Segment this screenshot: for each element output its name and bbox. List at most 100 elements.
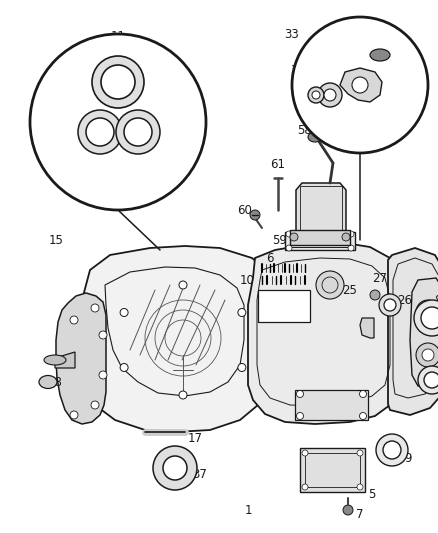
Polygon shape bbox=[248, 243, 400, 424]
Circle shape bbox=[86, 118, 114, 146]
Circle shape bbox=[286, 231, 292, 237]
Circle shape bbox=[124, 118, 152, 146]
Circle shape bbox=[70, 316, 78, 324]
Text: 32: 32 bbox=[290, 63, 305, 77]
Circle shape bbox=[343, 505, 353, 515]
Circle shape bbox=[370, 290, 380, 300]
Polygon shape bbox=[295, 390, 368, 420]
Circle shape bbox=[238, 309, 246, 317]
Text: 1: 1 bbox=[244, 504, 252, 516]
Circle shape bbox=[78, 110, 122, 154]
Circle shape bbox=[379, 294, 401, 316]
Circle shape bbox=[352, 77, 368, 93]
Circle shape bbox=[250, 210, 260, 220]
Circle shape bbox=[99, 331, 107, 339]
Ellipse shape bbox=[308, 132, 322, 142]
Text: 31: 31 bbox=[381, 61, 396, 75]
Circle shape bbox=[312, 91, 320, 99]
Circle shape bbox=[297, 413, 304, 419]
Circle shape bbox=[422, 349, 434, 361]
Text: 26: 26 bbox=[398, 294, 413, 306]
Circle shape bbox=[414, 300, 438, 336]
Text: 58: 58 bbox=[298, 124, 312, 136]
Circle shape bbox=[238, 364, 246, 372]
Circle shape bbox=[418, 366, 438, 394]
Text: 13: 13 bbox=[81, 128, 95, 141]
Circle shape bbox=[153, 446, 197, 490]
Circle shape bbox=[324, 89, 336, 101]
Circle shape bbox=[384, 299, 396, 311]
Circle shape bbox=[308, 87, 324, 103]
Text: 37: 37 bbox=[193, 469, 208, 481]
Circle shape bbox=[120, 309, 128, 317]
Text: 33: 33 bbox=[285, 28, 300, 42]
Circle shape bbox=[360, 391, 367, 398]
Circle shape bbox=[179, 391, 187, 399]
Text: 12: 12 bbox=[142, 116, 158, 128]
Circle shape bbox=[292, 17, 428, 153]
Polygon shape bbox=[360, 318, 374, 338]
Text: 15: 15 bbox=[49, 233, 64, 246]
Circle shape bbox=[376, 434, 408, 466]
Circle shape bbox=[163, 456, 187, 480]
Bar bbox=[258, 290, 310, 322]
Text: 11: 11 bbox=[110, 29, 126, 43]
Circle shape bbox=[316, 271, 344, 299]
Circle shape bbox=[116, 110, 160, 154]
Text: 61: 61 bbox=[271, 158, 286, 172]
Text: 8: 8 bbox=[434, 294, 438, 306]
Circle shape bbox=[421, 307, 438, 329]
Circle shape bbox=[302, 450, 308, 456]
Text: 18: 18 bbox=[48, 376, 63, 389]
Circle shape bbox=[179, 281, 187, 289]
Polygon shape bbox=[340, 68, 382, 102]
Text: 9: 9 bbox=[404, 451, 412, 464]
Circle shape bbox=[422, 306, 434, 318]
Text: 25: 25 bbox=[343, 284, 357, 296]
Text: 20: 20 bbox=[431, 382, 438, 394]
Circle shape bbox=[99, 371, 107, 379]
Circle shape bbox=[342, 233, 350, 241]
Circle shape bbox=[424, 372, 438, 388]
Ellipse shape bbox=[44, 355, 66, 365]
Circle shape bbox=[360, 413, 367, 419]
Polygon shape bbox=[300, 448, 365, 492]
Text: 59: 59 bbox=[272, 233, 287, 246]
Circle shape bbox=[297, 391, 304, 398]
Circle shape bbox=[348, 231, 354, 237]
Text: 10: 10 bbox=[240, 273, 254, 287]
Text: 60: 60 bbox=[237, 204, 252, 216]
Circle shape bbox=[120, 364, 128, 372]
Circle shape bbox=[357, 450, 363, 456]
Polygon shape bbox=[290, 230, 350, 245]
Ellipse shape bbox=[39, 376, 57, 389]
Text: 7: 7 bbox=[356, 508, 364, 521]
Circle shape bbox=[348, 245, 354, 251]
Text: 14: 14 bbox=[135, 141, 151, 155]
Circle shape bbox=[383, 441, 401, 459]
Polygon shape bbox=[78, 246, 275, 432]
Text: 5: 5 bbox=[368, 489, 376, 502]
Circle shape bbox=[91, 401, 99, 409]
Circle shape bbox=[290, 233, 298, 241]
Polygon shape bbox=[410, 278, 438, 388]
Circle shape bbox=[302, 484, 308, 490]
Circle shape bbox=[30, 34, 206, 210]
Circle shape bbox=[416, 343, 438, 367]
Polygon shape bbox=[56, 293, 106, 424]
Ellipse shape bbox=[370, 49, 390, 61]
Polygon shape bbox=[55, 352, 75, 368]
Circle shape bbox=[101, 65, 135, 99]
Circle shape bbox=[91, 304, 99, 312]
Text: 27: 27 bbox=[372, 271, 388, 285]
Circle shape bbox=[357, 484, 363, 490]
Circle shape bbox=[318, 83, 342, 107]
Text: 6: 6 bbox=[266, 252, 274, 264]
Circle shape bbox=[286, 245, 292, 251]
Text: 17: 17 bbox=[187, 432, 202, 445]
Circle shape bbox=[92, 56, 144, 108]
Polygon shape bbox=[388, 248, 438, 415]
Polygon shape bbox=[285, 232, 355, 250]
Circle shape bbox=[416, 300, 438, 324]
Circle shape bbox=[70, 411, 78, 419]
